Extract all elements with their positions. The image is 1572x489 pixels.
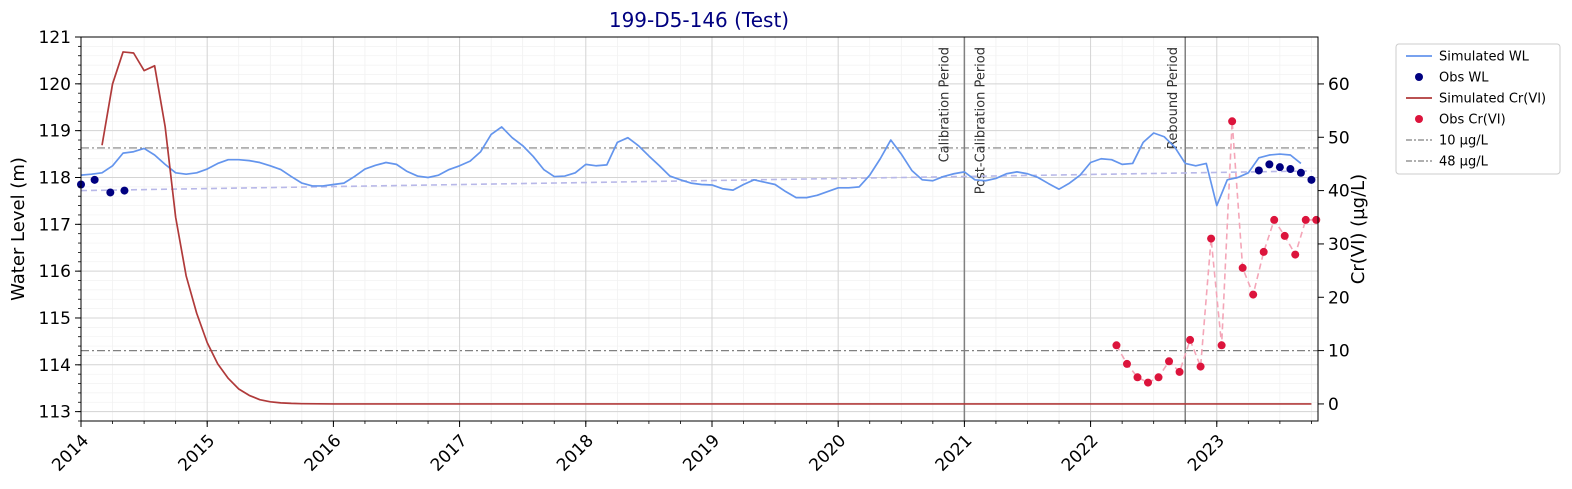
obs-wl-point xyxy=(1307,175,1316,184)
obs-crvi-point xyxy=(1280,231,1289,240)
period-label: Calibration Period xyxy=(937,47,952,162)
obs-wl-point xyxy=(1275,163,1284,172)
legend: Simulated WL Obs WL Simulated Cr(VI) Obs Cr… xyxy=(1395,43,1561,175)
y-left-tick-label: 113 xyxy=(39,403,71,423)
y-right-tick-label: 50 xyxy=(1328,128,1350,148)
series xyxy=(77,51,1321,405)
y-left-tick-label: 114 xyxy=(39,356,71,376)
y-left-tick-label: 121 xyxy=(39,28,71,48)
y-axis-left-label: Water Level (m) xyxy=(8,157,29,301)
legend-label: Simulated WL xyxy=(1439,50,1530,65)
legend-label: Simulated Cr(VI) xyxy=(1439,92,1546,107)
legend-label: Obs Cr(VI) xyxy=(1439,113,1506,128)
plot-frame xyxy=(80,36,1319,422)
obs-wl-point xyxy=(90,175,99,184)
legend-swatch-marker xyxy=(1415,115,1423,123)
period-label: Rebound Period xyxy=(1166,47,1181,149)
simulated-crvi-line xyxy=(101,51,1312,405)
obs-crvi-point xyxy=(1259,247,1268,256)
obs-crvi-point xyxy=(1122,359,1131,368)
obs-wl-point xyxy=(120,186,129,195)
obs-crvi-point xyxy=(1207,234,1216,243)
simulated-wl-line xyxy=(80,126,1302,207)
obs-wl-point xyxy=(106,188,115,197)
obs-crvi-point xyxy=(1301,215,1310,224)
threshold-lines xyxy=(81,147,1318,352)
period-label: Post-Calibration Period xyxy=(973,47,988,194)
y-left-tick-label: 116 xyxy=(39,262,71,282)
y-left-tick-label: 118 xyxy=(39,168,71,188)
y-right-tick-label: 30 xyxy=(1328,235,1350,255)
legend-label: 48 µg/L xyxy=(1439,155,1489,170)
obs-crvi-point xyxy=(1196,362,1205,371)
legend-box xyxy=(1395,43,1561,175)
y-right-tick-label: 0 xyxy=(1328,395,1339,415)
obs-crvi-point xyxy=(1112,341,1121,350)
y-axis-right-label: Cr(VI) (µg/L) xyxy=(1348,174,1369,284)
obs-crvi-point xyxy=(1175,367,1184,376)
period-markers: Calibration Period Post-Calibration Perio… xyxy=(937,37,1186,421)
obs-crvi-point xyxy=(1217,341,1226,350)
obs-crvi-point xyxy=(1238,263,1247,272)
obs-wl-point xyxy=(1286,165,1295,174)
obs-crvi-point xyxy=(1154,373,1163,382)
obs-wl-point xyxy=(1296,168,1305,177)
obs-crvi-point xyxy=(1270,215,1279,224)
obs-wl-point xyxy=(1254,166,1263,175)
y-right-tick-label: 20 xyxy=(1328,288,1350,308)
legend-swatch-marker xyxy=(1415,73,1423,81)
y-right-tick-label: 10 xyxy=(1328,342,1350,362)
obs-crvi-point xyxy=(1144,378,1153,387)
obs-crvi-point xyxy=(1312,215,1321,224)
y-left-tick-label: 115 xyxy=(39,309,71,329)
y-right-tick-label: 60 xyxy=(1328,75,1350,95)
obs-crvi-point xyxy=(1291,250,1300,259)
trend-line xyxy=(80,170,1312,192)
obs-crvi-point xyxy=(1249,290,1258,299)
y-left-tick-label: 119 xyxy=(39,122,71,142)
legend-label: 10 µg/L xyxy=(1439,134,1489,149)
obs-crvi-point xyxy=(1165,357,1174,366)
y-left-tick-label: 120 xyxy=(39,75,71,95)
obs-crvi-point xyxy=(1186,335,1195,344)
obs-crvi-point xyxy=(1228,117,1237,126)
legend-label: Obs WL xyxy=(1439,71,1489,86)
obs-wl-point xyxy=(1265,160,1274,169)
y-right-tick-label: 40 xyxy=(1328,182,1350,202)
obs-crvi-point xyxy=(1133,373,1142,382)
y-left-tick-label: 117 xyxy=(39,215,71,235)
chart-title: 199-D5-146 (Test) xyxy=(609,8,789,32)
